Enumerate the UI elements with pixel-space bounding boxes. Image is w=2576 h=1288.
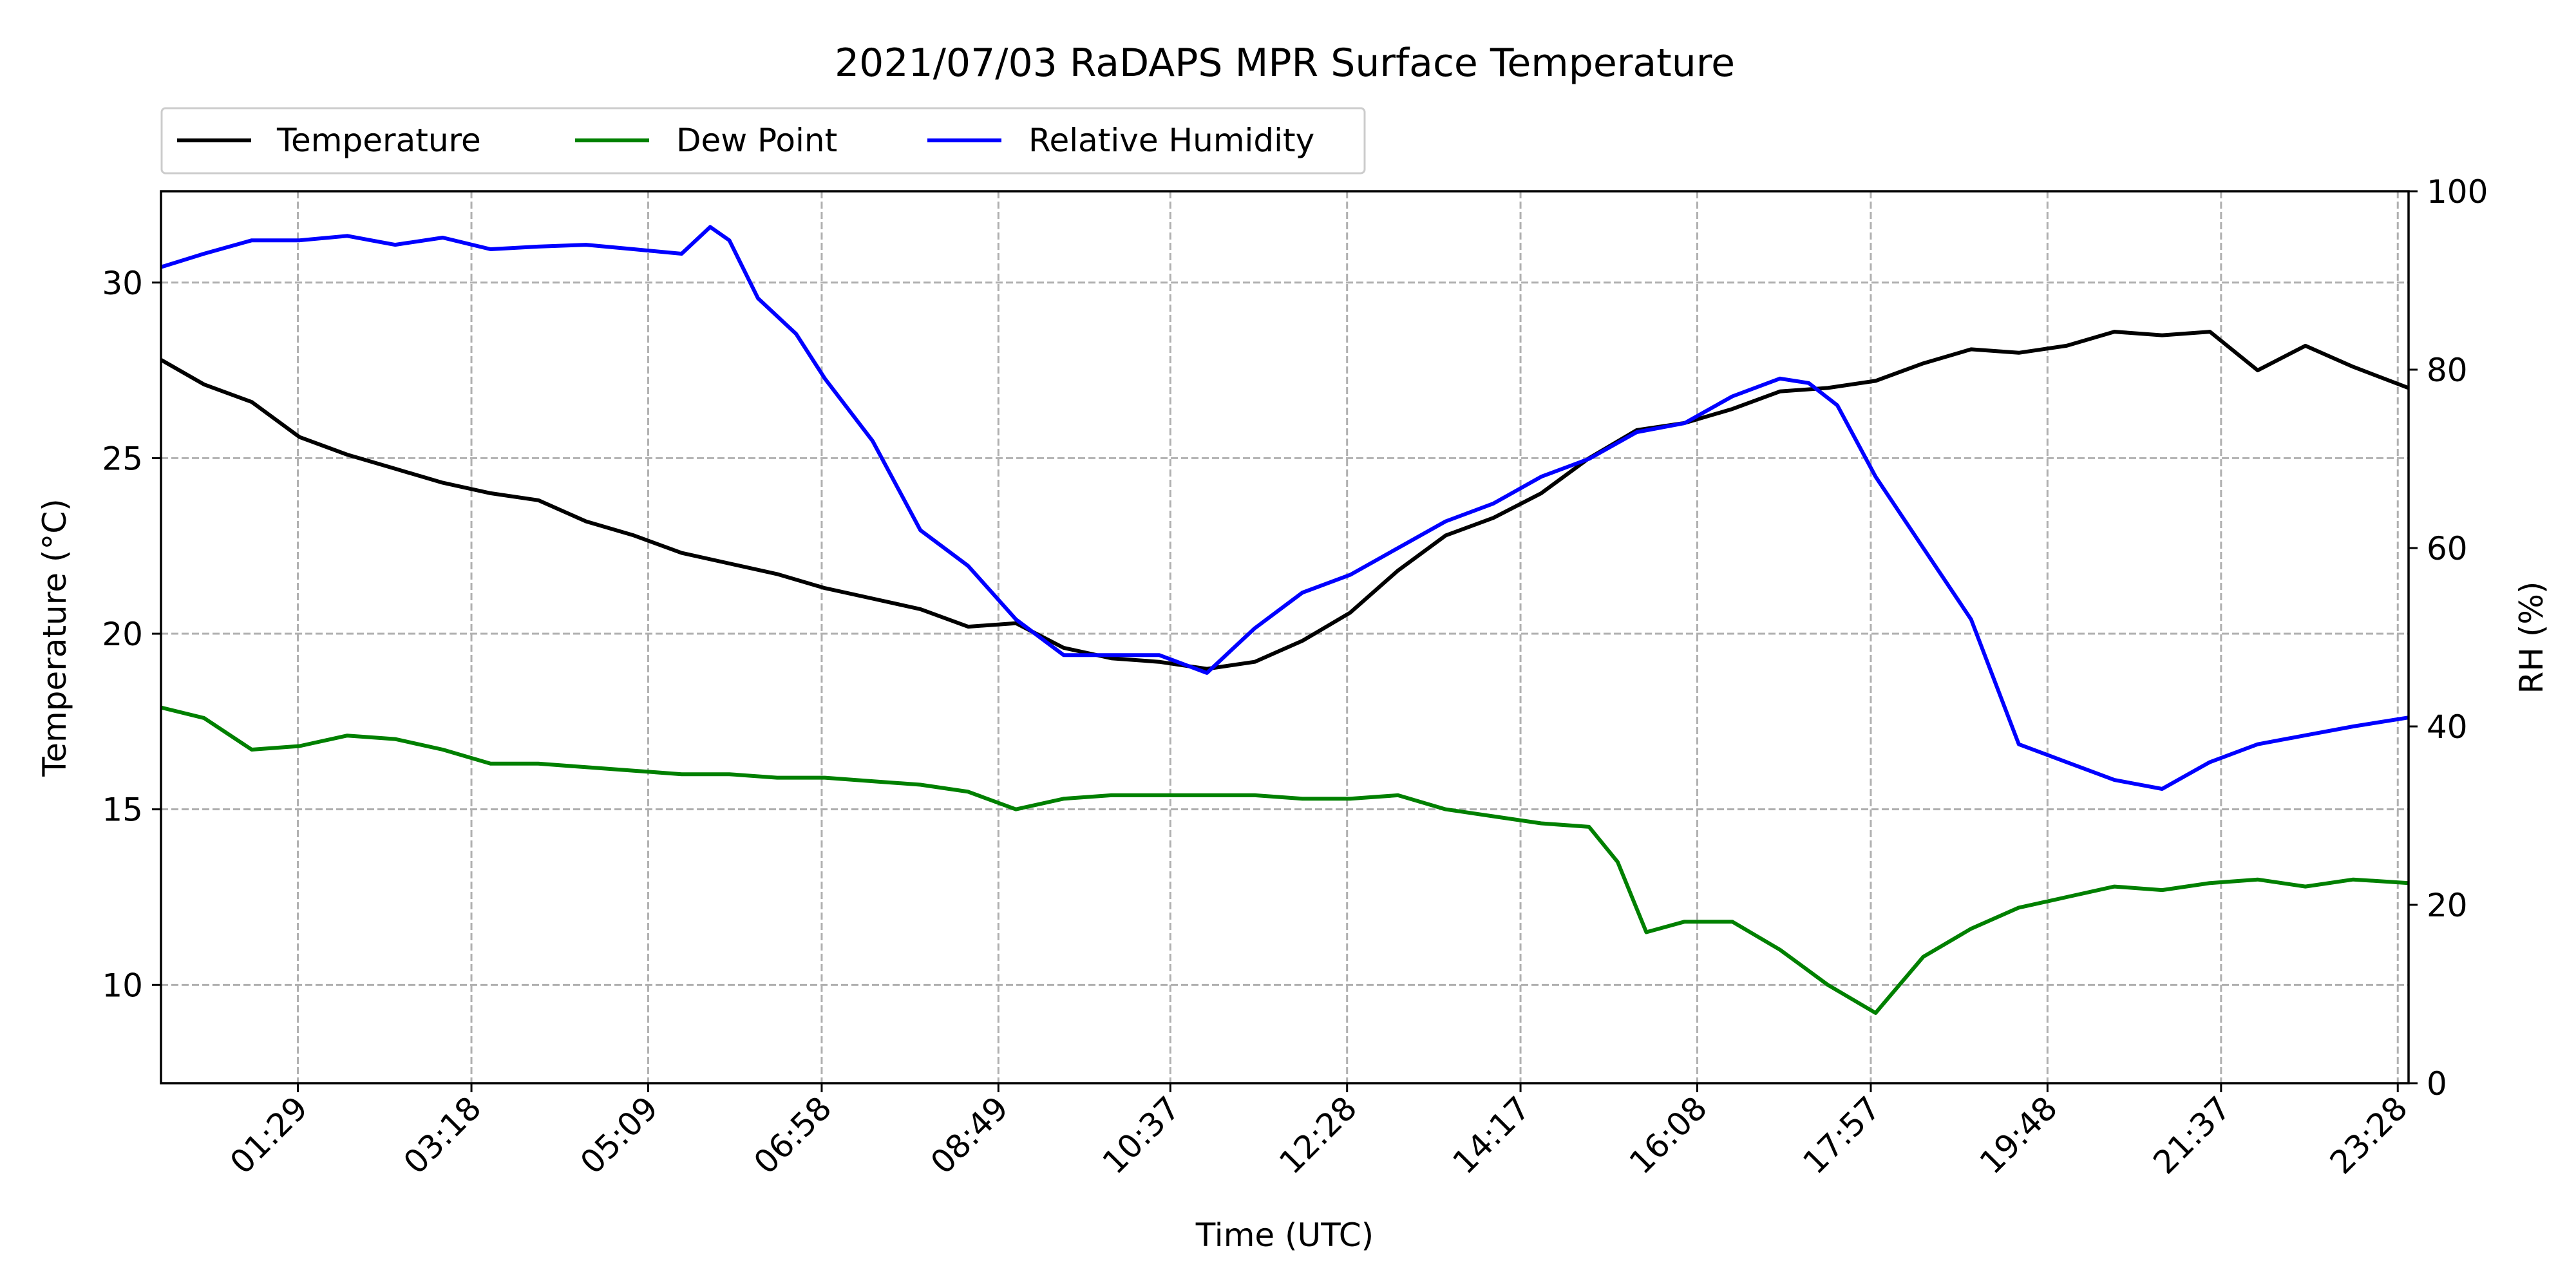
y-axis-rh: 0 20 40 60 80 100 xyxy=(2409,173,2488,1103)
y2-tick-label: 80 xyxy=(2427,352,2468,389)
y2-tick-label: 100 xyxy=(2427,173,2488,211)
y2-tick-label: 40 xyxy=(2427,708,2468,746)
series-line-dew-point xyxy=(160,705,2409,1015)
y2-tick-label: 20 xyxy=(2427,887,2468,924)
y-axis-label: Temperature (°C) xyxy=(36,498,73,777)
legend-label-dew-point: Dew Point xyxy=(676,122,837,159)
x-tick-label: 01:29 xyxy=(223,1089,315,1181)
y-tick-label: 20 xyxy=(102,616,143,653)
plot-frame xyxy=(160,190,2410,1084)
x-tick-label: 06:58 xyxy=(747,1089,839,1181)
grid-lines xyxy=(161,191,2409,1083)
x-tick-label: 19:48 xyxy=(1973,1089,2065,1181)
x-tick-label: 10:37 xyxy=(1095,1089,1188,1181)
x-tick-label: 03:18 xyxy=(397,1089,489,1181)
x-tick-label: 12:28 xyxy=(1272,1089,1364,1181)
y2-axis-label: RH (%) xyxy=(2513,582,2550,694)
chart-title: 2021/07/03 RaDAPS MPR Surface Temperatur… xyxy=(835,41,1735,86)
legend: Temperature Dew Point Relative Humidity xyxy=(160,107,1366,175)
x-axis-label: Time (UTC) xyxy=(1195,1217,1374,1254)
x-tick-label: 21:37 xyxy=(2146,1089,2238,1181)
series-line-relative-humidity xyxy=(160,225,2409,791)
y2-tick-label: 60 xyxy=(2427,530,2468,567)
y2-tick-label: 0 xyxy=(2427,1065,2447,1103)
legend-label-temperature: Temperature xyxy=(276,122,481,159)
x-tick-label: 17:57 xyxy=(1796,1089,1888,1181)
y-axis-temperature: 10 15 20 25 30 xyxy=(102,265,161,1004)
y-tick-label: 25 xyxy=(102,440,143,477)
legend-label-relative-humidity: Relative Humidity xyxy=(1028,122,1314,159)
y-tick-label: 15 xyxy=(102,791,143,829)
series-lines xyxy=(160,225,2410,1015)
legend-box xyxy=(160,107,1366,175)
plot-area xyxy=(160,190,2410,1084)
y-tick-label: 10 xyxy=(102,967,143,1004)
series-line-temperature xyxy=(160,330,2410,671)
x-tick-label: 14:17 xyxy=(1446,1089,1538,1181)
x-tick-label: 23:28 xyxy=(2323,1089,2415,1181)
x-tick-label: 05:09 xyxy=(573,1089,665,1181)
x-tick-label: 08:49 xyxy=(923,1089,1016,1181)
x-axis: 01:29 03:18 05:09 06:58 08:49 10:37 12:28 14:17… xyxy=(223,1083,2415,1181)
x-tick-label: 16:08 xyxy=(1622,1089,1714,1181)
y-tick-label: 30 xyxy=(102,265,143,302)
